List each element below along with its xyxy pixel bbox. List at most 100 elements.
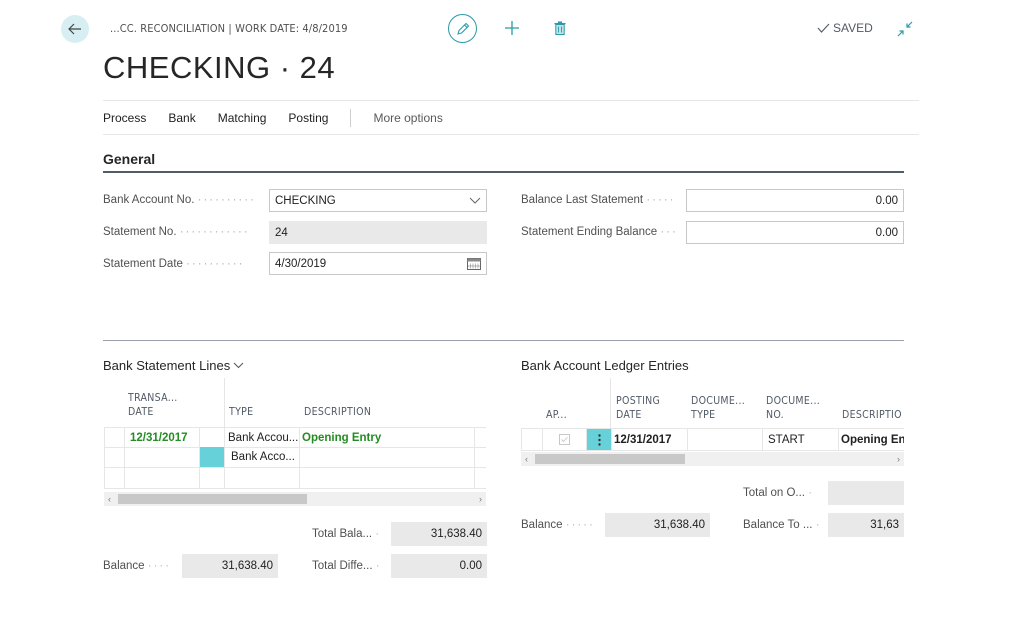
row-marker <box>104 468 124 488</box>
plus-icon <box>505 21 519 35</box>
action-more-options[interactable]: More options <box>373 110 443 125</box>
balance-to-reconcile-label: Balance To ... · <box>743 519 822 531</box>
total-difference-label: Total Diffe... · <box>312 560 382 572</box>
column-header-posting-date[interactable]: POSTING DATE <box>616 395 661 421</box>
ledger-balance-label: Balance ····· <box>521 519 595 531</box>
balance-value: 31,638.40 <box>182 554 278 578</box>
statement-no-label: Statement No. ············ <box>103 226 250 238</box>
cell-description[interactable]: Opening En <box>838 429 904 450</box>
column-header-applied[interactable]: AP... <box>546 409 568 421</box>
scroll-right-icon[interactable]: › <box>479 494 482 504</box>
scrollbar-thumb[interactable] <box>535 454 685 464</box>
trash-icon <box>554 21 566 35</box>
balance-last-statement-field[interactable]: 0.00 <box>686 189 904 212</box>
total-on-outstanding-label: Total on O... · <box>743 487 815 499</box>
statement-ending-balance-label: Statement Ending Balance ··· <box>521 226 678 238</box>
cell-selector[interactable] <box>199 428 224 447</box>
scroll-left-icon[interactable]: ‹ <box>108 494 111 504</box>
edit-button[interactable] <box>448 14 477 43</box>
column-header-document-no[interactable]: DOCUME... NO. <box>766 395 821 421</box>
cell-description[interactable] <box>299 447 474 467</box>
collapse-icon <box>897 21 913 37</box>
table-row[interactable]: 12/31/2017 Bank Accou... Opening Entry <box>104 427 486 448</box>
statement-no-field: 24 <box>269 221 487 244</box>
cell-extra <box>474 447 486 467</box>
column-header-description[interactable]: DESCRIPTION <box>304 406 372 418</box>
back-button[interactable] <box>61 15 89 43</box>
bank-account-no-dropdown[interactable]: CHECKING <box>269 189 487 212</box>
new-button[interactable] <box>502 18 522 38</box>
statement-date-label: Statement Date ·········· <box>103 258 245 270</box>
cell-selector-active[interactable] <box>199 447 224 467</box>
cell-extra <box>474 468 486 488</box>
action-bar: Process Bank Matching Posting More optio… <box>103 100 919 135</box>
table-row[interactable]: 12/31/2017 START Opening En <box>521 428 904 451</box>
horizontal-scrollbar[interactable]: ‹ › <box>521 452 904 466</box>
pencil-icon <box>456 22 469 35</box>
scroll-left-icon[interactable]: ‹ <box>525 454 528 464</box>
cell-description[interactable]: Opening Entry <box>299 428 474 447</box>
scroll-right-icon[interactable]: › <box>897 454 900 464</box>
cell-type[interactable] <box>224 468 299 488</box>
check-icon <box>817 23 830 33</box>
column-header-type[interactable]: TYPE <box>229 406 254 418</box>
cell-description[interactable] <box>299 468 474 488</box>
action-process[interactable]: Process <box>103 110 147 125</box>
cell-extra <box>474 428 486 447</box>
total-on-outstanding-value <box>828 481 904 505</box>
row-marker <box>104 428 124 447</box>
table-row[interactable]: Bank Acco... <box>104 447 486 468</box>
statement-ending-balance-field[interactable]: 0.00 <box>686 221 904 244</box>
column-header-transaction-date[interactable]: TRANSA... DATE <box>128 392 178 418</box>
scrollbar-thumb[interactable] <box>118 494 307 504</box>
column-header-document-type[interactable]: DOCUME... TYPE <box>691 395 746 421</box>
action-bank[interactable]: Bank <box>168 110 196 125</box>
cell-posting-date[interactable]: 12/31/2017 <box>611 429 687 450</box>
statement-date-field[interactable]: 4/30/2019 <box>269 252 487 275</box>
section-underline <box>103 171 904 173</box>
cell-date[interactable] <box>124 468 199 488</box>
action-separator <box>350 108 352 127</box>
cell-type[interactable]: Bank Accou... <box>224 428 299 447</box>
chevron-down-icon <box>469 197 481 204</box>
balance-to-reconcile-value: 31,63 <box>828 513 904 537</box>
action-posting[interactable]: Posting <box>288 110 329 125</box>
ledger-entries-title[interactable]: Bank Account Ledger Entries <box>521 358 689 373</box>
cell-selector[interactable] <box>199 468 224 488</box>
chevron-down-icon <box>233 362 244 369</box>
cell-type[interactable]: Bank Acco... <box>224 447 299 467</box>
ledger-balance-value: 31,638.40 <box>605 513 710 537</box>
horizontal-scrollbar[interactable]: ‹ › <box>104 492 486 506</box>
cell-document-type[interactable] <box>687 429 762 450</box>
cell-date[interactable]: 12/31/2017 <box>124 428 199 447</box>
total-balance-value: 31,638.40 <box>391 522 487 546</box>
arrow-left-icon <box>68 23 81 35</box>
row-marker <box>521 429 542 450</box>
column-divider <box>224 378 225 428</box>
cell-date[interactable] <box>124 447 199 467</box>
table-row[interactable] <box>104 468 486 489</box>
delete-button[interactable] <box>551 18 569 38</box>
page-title: CHECKING · 24 <box>103 50 336 85</box>
row-marker <box>104 447 124 467</box>
column-divider <box>610 378 611 428</box>
section-title-general[interactable]: General <box>103 151 156 167</box>
row-menu-button[interactable] <box>586 429 611 450</box>
saved-label: SAVED <box>833 21 873 35</box>
bank-statement-lines-title[interactable]: Bank Statement Lines <box>103 358 244 373</box>
total-balance-label: Total Bala... · <box>312 528 382 540</box>
calendar-icon[interactable] <box>467 257 481 270</box>
saved-status: SAVED <box>817 21 873 35</box>
section-divider <box>103 340 904 341</box>
cell-document-no[interactable]: START <box>762 429 838 450</box>
bank-account-no-label: Bank Account No. ·········· <box>103 194 256 206</box>
column-header-description[interactable]: DESCRIPTIO <box>842 409 902 421</box>
checkbox-icon[interactable] <box>559 434 570 445</box>
action-matching[interactable]: Matching <box>217 110 267 125</box>
cell-applied[interactable] <box>542 429 586 450</box>
balance-last-statement-label: Balance Last Statement ····· <box>521 194 676 206</box>
total-difference-value: 0.00 <box>391 554 487 578</box>
balance-label: Balance ···· <box>103 560 172 572</box>
more-vertical-icon <box>597 433 601 446</box>
collapse-button[interactable] <box>896 20 914 38</box>
